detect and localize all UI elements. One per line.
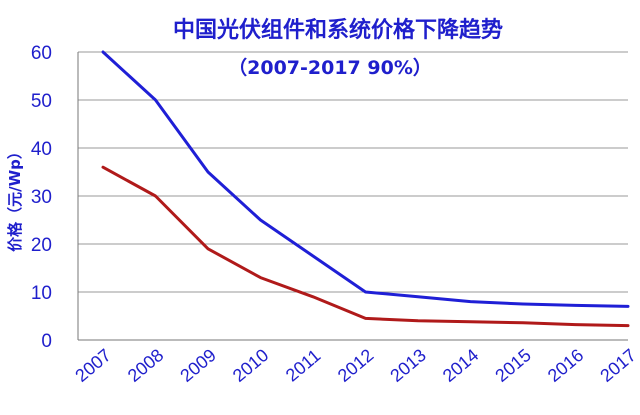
y-tick-label: 20: [31, 235, 52, 256]
x-tick-label: 2017: [596, 345, 640, 386]
x-tick-label: 2013: [386, 345, 430, 386]
y-axis-label: 价格（元/Wp）: [6, 144, 24, 252]
y-tick-label: 50: [31, 91, 52, 112]
x-tick-label: 2010: [229, 345, 273, 386]
x-tick-label: 2014: [439, 345, 483, 386]
x-tick-label: 2008: [124, 345, 168, 386]
x-tick-label: 2016: [544, 345, 588, 386]
x-tick-label: 2011: [282, 345, 325, 385]
axes: [77, 52, 628, 341]
x-tick-label: 2009: [176, 345, 220, 386]
y-tick-label: 10: [31, 283, 52, 304]
chart-subtitle: （2007-2017 90%）: [228, 56, 432, 79]
chart-title: 中国光伏组件和系统价格下降趋势: [173, 17, 503, 43]
y-tick-label: 30: [31, 187, 52, 208]
y-tick-label: 60: [31, 43, 52, 64]
series-line-1: [101, 50, 630, 308]
y-tick-label: 40: [31, 139, 52, 160]
x-tick-label: 2012: [334, 345, 378, 386]
x-tick-labels: 2007 2008 2009 2010 2011 2012 2013 2014 2015 2016…: [71, 345, 640, 386]
series-line-2: [101, 165, 630, 328]
x-tick-label: 2007: [71, 345, 115, 386]
y-tick-labels: 0 10 20 30 40 50 60: [31, 43, 52, 352]
x-tick-label: 2015: [491, 345, 535, 386]
series-lines: [101, 50, 630, 328]
gridlines: [78, 51, 628, 293]
y-tick-label: 0: [41, 331, 52, 352]
